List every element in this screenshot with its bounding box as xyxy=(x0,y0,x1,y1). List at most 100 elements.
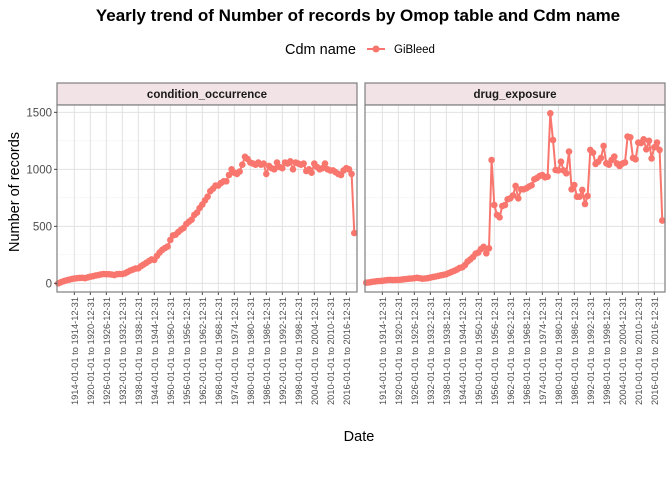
data-point xyxy=(188,216,195,223)
x-tick-label: 1956-01-01 to 1956-12-31 xyxy=(490,297,500,405)
x-tick-label: 1986-01-01 to 1986-12-31 xyxy=(570,297,580,405)
panel-background xyxy=(365,105,665,292)
data-point xyxy=(480,243,487,251)
data-point xyxy=(351,229,358,237)
panel-condition_occurrence: condition_occurrence 1914-01-01 to 1914-1… xyxy=(26,82,358,405)
data-point xyxy=(225,171,233,179)
chart-title: Yearly trend of Number of records by Omo… xyxy=(96,6,620,25)
data-point xyxy=(571,181,578,189)
legend-key-point xyxy=(372,45,380,53)
panel-drug_exposure: drug_exposure 1914-01-01 to 1914-12-31 192… xyxy=(363,82,666,405)
data-point xyxy=(589,149,597,156)
data-point xyxy=(659,217,666,224)
data-point xyxy=(549,136,557,144)
data-point xyxy=(576,193,583,200)
x-tick-label: 1956-01-01 to 1956-12-31 xyxy=(182,297,192,405)
data-point xyxy=(632,156,639,163)
data-point xyxy=(653,139,661,146)
facet-strip-label: drug_exposure xyxy=(473,89,556,101)
x-tick-label: 2004-01-01 to 2004-12-31 xyxy=(618,297,628,405)
x-tick-label: 2010-01-01 to 2010-12-31 xyxy=(634,297,644,405)
x-tick-label: 1938-01-01 to 1938-12-31 xyxy=(442,297,452,405)
x-tick-label: 1998-01-01 to 1998-12-31 xyxy=(294,297,304,405)
x-tick-label: 1914-01-01 to 1914-12-31 xyxy=(378,297,388,405)
y-tick-label: 0 xyxy=(46,278,52,290)
data-point xyxy=(488,156,495,164)
data-point xyxy=(300,160,307,167)
data-point xyxy=(515,195,522,202)
data-point xyxy=(239,161,246,168)
data-point xyxy=(557,158,565,165)
data-point xyxy=(483,250,490,257)
x-tick-label: 1926-01-01 to 1926-12-31 xyxy=(102,297,112,405)
data-point xyxy=(565,148,573,155)
x-tick-label: 1932-01-01 to 1932-12-31 xyxy=(118,297,128,405)
x-tick-label: 2016-01-01 to 2016-12-31 xyxy=(650,297,660,405)
x-tick-label: 2004-01-01 to 2004-12-31 xyxy=(310,297,320,405)
data-point xyxy=(528,182,535,189)
x-tick-label: 1962-01-01 to 1962-12-31 xyxy=(198,297,208,405)
data-point xyxy=(485,245,493,252)
data-point xyxy=(223,178,230,185)
data-point xyxy=(287,158,294,165)
data-point xyxy=(584,192,591,200)
data-point xyxy=(643,146,650,153)
y-tick-label: 500 xyxy=(33,221,52,233)
data-point xyxy=(501,201,509,209)
legend-entry: GiBleed xyxy=(394,44,435,56)
x-tick-label: 1968-01-01 to 1968-12-31 xyxy=(522,297,532,405)
panel-border xyxy=(364,104,666,293)
data-point xyxy=(656,146,663,154)
x-axis-label: Date xyxy=(344,429,375,445)
data-point xyxy=(640,136,647,143)
facet-strip-label: condition_occurrence xyxy=(147,89,267,101)
x-tick-label: 1980-01-01 to 1980-12-31 xyxy=(554,297,564,405)
data-point xyxy=(348,170,355,178)
data-point xyxy=(547,110,554,117)
x-tick-label: 1950-01-01 to 1950-12-31 xyxy=(474,297,484,405)
data-point xyxy=(509,192,517,199)
data-point xyxy=(544,173,551,180)
legend: Cdm name GiBleed xyxy=(285,42,435,58)
x-tick-label: 2016-01-01 to 2016-12-31 xyxy=(342,297,352,405)
data-point xyxy=(204,193,211,200)
data-point xyxy=(260,160,267,167)
x-tick-label: 1998-01-01 to 1998-12-31 xyxy=(602,297,612,405)
data-point xyxy=(645,137,653,145)
data-point xyxy=(289,166,297,173)
y-tick-label: 1500 xyxy=(26,107,52,119)
data-point xyxy=(236,168,243,175)
x-tick-label: 1944-01-01 to 1944-12-31 xyxy=(458,297,468,405)
data-point xyxy=(271,166,278,173)
data-point xyxy=(555,167,562,174)
x-tick-label: 1974-01-01 to 1974-12-31 xyxy=(230,297,240,405)
x-tick-label: 1932-01-01 to 1932-12-31 xyxy=(426,297,436,405)
data-point xyxy=(512,182,519,190)
x-tick-label: 1980-01-01 to 1980-12-31 xyxy=(246,297,256,405)
x-tick-label: 1992-01-01 to 1992-12-31 xyxy=(586,297,596,405)
x-tick-label: 1914-01-01 to 1914-12-31 xyxy=(70,297,80,405)
data-point xyxy=(581,200,589,208)
data-point xyxy=(563,170,570,177)
data-point xyxy=(491,201,498,209)
data-point xyxy=(321,160,329,167)
data-point xyxy=(579,186,586,194)
data-point xyxy=(164,243,171,250)
data-point xyxy=(279,164,286,172)
y-tick-label: 1000 xyxy=(26,164,52,176)
data-point xyxy=(611,153,618,160)
data-point xyxy=(621,159,629,166)
legend-title: Cdm name xyxy=(285,42,356,58)
x-tick-label: 1962-01-01 to 1962-12-31 xyxy=(506,297,516,405)
data-point xyxy=(597,154,605,162)
x-tick-label: 1986-01-01 to 1986-12-31 xyxy=(262,297,272,405)
x-tick-label: 1944-01-01 to 1944-12-31 xyxy=(150,297,160,405)
data-point xyxy=(627,134,634,141)
x-tick-label: 1920-01-01 to 1920-12-31 xyxy=(86,297,96,405)
data-point xyxy=(308,169,315,176)
x-tick-label: 1974-01-01 to 1974-12-31 xyxy=(538,297,548,405)
x-tick-label: 1920-01-01 to 1920-12-31 xyxy=(394,297,404,405)
data-point xyxy=(648,155,655,162)
x-tick-label: 1968-01-01 to 1968-12-31 xyxy=(214,297,224,405)
